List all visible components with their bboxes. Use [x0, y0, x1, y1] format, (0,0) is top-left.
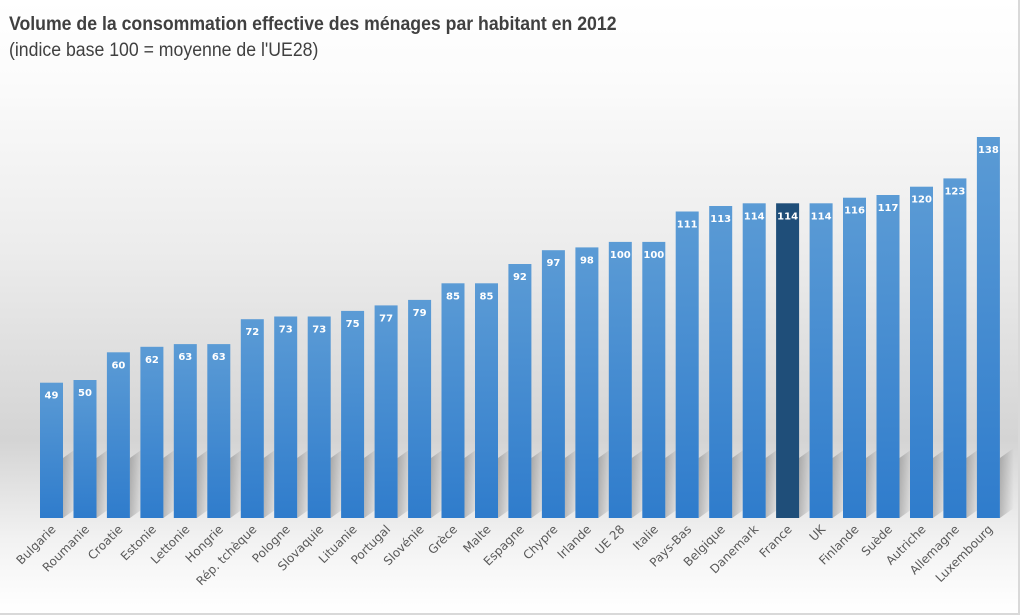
- category-label: UE 28: [592, 522, 627, 557]
- bar-lettonie: [173, 344, 197, 518]
- bar-belgique: [709, 206, 733, 518]
- data-label: 98: [580, 255, 594, 266]
- data-label: 92: [513, 272, 527, 283]
- data-label: 116: [844, 206, 865, 217]
- category-label: Chypre: [520, 522, 560, 562]
- data-label: 60: [111, 360, 125, 371]
- category-labels-group: BulgarieRoumanieCroatieEstonieLettonieHo…: [14, 521, 996, 588]
- data-label: 49: [45, 391, 59, 402]
- bar-espagne: [508, 264, 532, 518]
- bar-portugal: [374, 305, 398, 518]
- bar-r-p-tch-que: [240, 319, 264, 518]
- data-label: 123: [944, 186, 965, 197]
- category-label: Irlande: [555, 522, 594, 561]
- bar-malte: [475, 283, 498, 518]
- chart-title: Volume de la consommation effective des …: [9, 14, 617, 35]
- bar-luxembourg: [976, 137, 1000, 518]
- data-label: 97: [546, 258, 560, 269]
- data-label: 72: [245, 327, 259, 338]
- data-label: 63: [212, 352, 226, 363]
- data-label: 77: [379, 313, 393, 324]
- bar-hongrie: [207, 344, 231, 518]
- bar-danemark: [742, 203, 766, 519]
- data-label: 85: [480, 291, 494, 302]
- bar-shadows: [63, 448, 1014, 518]
- bar-finlande: [843, 197, 866, 518]
- data-label: 75: [346, 319, 360, 330]
- bar-slov-nie: [408, 299, 432, 518]
- bar-pays-bas: [675, 211, 699, 518]
- category-label: Croatie: [85, 522, 125, 562]
- category-label: Italie: [630, 522, 661, 553]
- data-label: 73: [279, 325, 293, 336]
- bar-slovaquie: [307, 316, 331, 518]
- bar-autriche: [910, 186, 933, 518]
- data-label: 62: [145, 355, 159, 366]
- bar-lituanie: [341, 310, 365, 518]
- data-label: 63: [178, 352, 192, 363]
- chart-subtitle: (indice base 100 = moyenne de l'UE28): [9, 40, 319, 61]
- data-label: 114: [811, 211, 832, 222]
- data-label: 114: [777, 211, 798, 222]
- bar-allemagne: [943, 178, 967, 518]
- data-label: 73: [312, 325, 326, 336]
- bar-roumanie: [73, 380, 97, 518]
- bar-france: [776, 203, 800, 519]
- bar-bulgarie: [40, 382, 63, 518]
- bar-estonie: [140, 346, 164, 518]
- bar-gr-ce: [441, 283, 465, 518]
- data-label: 138: [978, 145, 999, 156]
- data-label: 79: [413, 308, 427, 319]
- bar-italie: [642, 241, 666, 518]
- data-labels-group: 49 50 60 62 63 63 72 73 73 75 77 79 85 85 92 97 98 100 100…: [45, 145, 999, 402]
- bar-irlande: [575, 247, 599, 518]
- data-label: 113: [710, 214, 731, 225]
- bar-chypre: [541, 250, 565, 518]
- data-label: 111: [677, 220, 698, 231]
- data-label: 50: [78, 388, 92, 399]
- data-label: 120: [911, 195, 932, 206]
- data-label: 117: [878, 203, 899, 214]
- bars-group: [40, 137, 1000, 519]
- data-label: 100: [610, 250, 631, 261]
- category-label: UK: [807, 521, 829, 543]
- bar-uk: [809, 203, 833, 519]
- bar-croatie: [106, 352, 130, 518]
- category-label: France: [757, 522, 795, 560]
- bar-shadow: [999, 448, 1014, 518]
- category-label: Grèce: [425, 522, 460, 557]
- data-label: 85: [446, 291, 460, 302]
- data-label: 114: [744, 211, 765, 222]
- data-label: 100: [643, 250, 664, 261]
- bar-su-de: [876, 195, 900, 518]
- bar-pologne: [274, 316, 298, 518]
- bar-ue-28: [608, 241, 632, 518]
